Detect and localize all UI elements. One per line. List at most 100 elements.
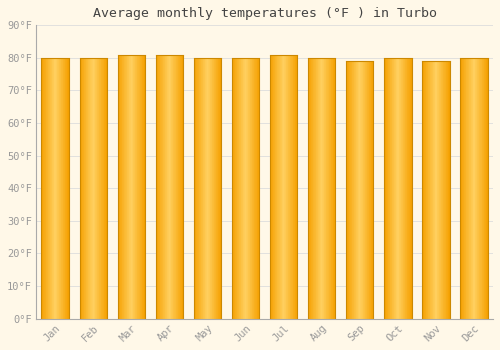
Bar [83, 58, 84, 318]
Bar [363, 61, 364, 319]
Bar [476, 58, 477, 318]
Bar [242, 58, 243, 318]
Bar [314, 58, 315, 318]
Bar [80, 58, 81, 318]
Bar [210, 58, 211, 318]
Bar [448, 61, 449, 319]
Bar [438, 61, 440, 319]
Bar [245, 58, 246, 318]
Bar [277, 55, 278, 318]
Bar [215, 58, 216, 318]
Bar [246, 58, 247, 318]
Bar [98, 58, 100, 318]
Bar [462, 58, 463, 318]
Bar [233, 58, 234, 318]
Bar [352, 61, 353, 319]
Bar [398, 58, 399, 318]
Bar [43, 58, 44, 318]
Bar [385, 58, 386, 318]
Bar [49, 58, 50, 318]
Bar [252, 58, 253, 318]
Bar [234, 58, 236, 318]
Bar [449, 61, 450, 319]
Bar [218, 58, 219, 318]
Bar [276, 55, 277, 318]
Bar [177, 55, 178, 318]
Bar [211, 58, 212, 318]
Bar [351, 61, 352, 319]
Bar [217, 58, 218, 318]
Bar [255, 58, 256, 318]
Bar [445, 61, 446, 319]
Bar [249, 58, 250, 318]
Bar [42, 58, 43, 318]
Bar [253, 58, 254, 318]
Bar [327, 58, 328, 318]
Bar [206, 58, 207, 318]
Bar [291, 55, 292, 318]
Bar [46, 58, 47, 318]
Bar [53, 58, 54, 318]
Bar [353, 61, 354, 319]
Bar [196, 58, 197, 318]
Bar [402, 58, 404, 318]
Bar [444, 61, 445, 319]
Bar [332, 58, 334, 318]
Bar [125, 55, 126, 318]
Bar [388, 58, 389, 318]
Bar [123, 55, 124, 318]
Bar [396, 58, 397, 318]
Bar [330, 58, 332, 318]
Bar [308, 58, 310, 318]
Bar [296, 55, 298, 318]
Bar [329, 58, 330, 318]
Bar [50, 58, 51, 318]
Bar [354, 61, 355, 319]
Title: Average monthly temperatures (°F ) in Turbo: Average monthly temperatures (°F ) in Tu… [92, 7, 436, 20]
Bar [310, 58, 312, 318]
Bar [142, 55, 143, 318]
Bar [160, 55, 161, 318]
Bar [172, 55, 173, 318]
Bar [325, 58, 326, 318]
Bar [278, 55, 279, 318]
Bar [392, 58, 393, 318]
Bar [119, 55, 120, 318]
Bar [179, 55, 180, 318]
Bar [256, 58, 257, 318]
Bar [359, 61, 360, 319]
Bar [195, 58, 196, 318]
Bar [372, 61, 373, 319]
Bar [346, 61, 347, 319]
Bar [94, 58, 96, 318]
Bar [141, 55, 142, 318]
Bar [127, 55, 128, 318]
Bar [481, 58, 482, 318]
Bar [477, 58, 478, 318]
Bar [436, 61, 438, 319]
Bar [317, 58, 318, 318]
Bar [272, 55, 274, 318]
Bar [194, 58, 195, 318]
Bar [370, 61, 372, 319]
Bar [48, 58, 49, 318]
Bar [280, 55, 281, 318]
Bar [219, 58, 220, 318]
Bar [162, 55, 163, 318]
Bar [87, 58, 88, 318]
Bar [207, 58, 208, 318]
Bar [96, 58, 98, 318]
Bar [427, 61, 428, 319]
Bar [106, 58, 107, 318]
Bar [101, 58, 102, 318]
Bar [293, 55, 294, 318]
Bar [137, 55, 138, 318]
Bar [368, 61, 370, 319]
Bar [85, 58, 86, 318]
Bar [134, 55, 136, 318]
Bar [433, 61, 434, 319]
Bar [212, 58, 213, 318]
Bar [47, 58, 48, 318]
Bar [158, 55, 159, 318]
Bar [480, 58, 481, 318]
